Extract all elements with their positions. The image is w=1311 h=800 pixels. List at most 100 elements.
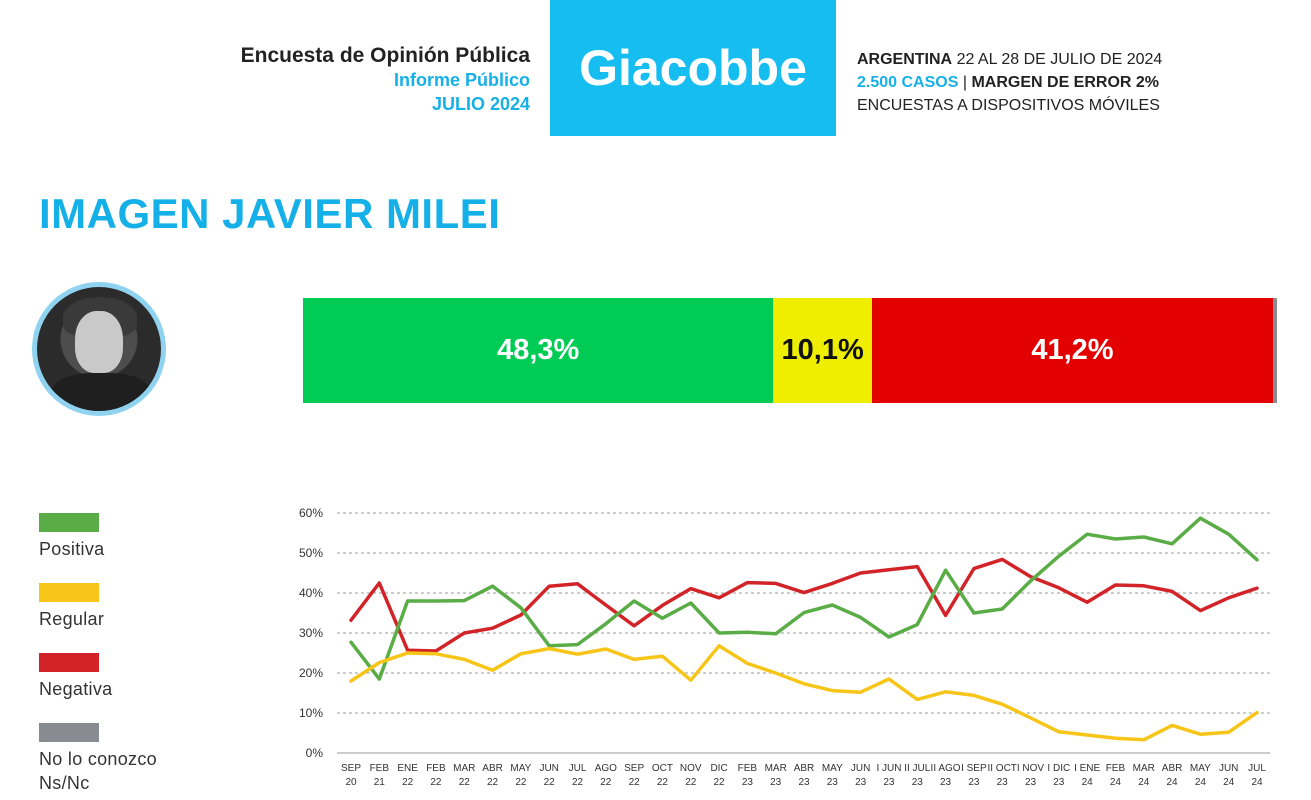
x-tick-label: SEP [624, 763, 644, 774]
margin-of-error: MARGEN DE ERROR 2% [971, 74, 1160, 91]
x-tick-label: I JUN [876, 763, 901, 774]
x-tick-label: 21 [374, 777, 386, 788]
x-tick-label: 23 [855, 777, 867, 788]
y-tick-label: 30% [299, 626, 323, 640]
x-tick-label: AGO [595, 763, 617, 774]
ns-segment [1273, 298, 1277, 403]
series-line-positiva [349, 516, 1259, 681]
x-tick-label: 22 [487, 777, 499, 788]
x-tick-label: 23 [912, 777, 924, 788]
country: ARGENTINA [857, 51, 953, 68]
x-tick-label: 23 [940, 777, 952, 788]
survey-sample: 2.500 CASOS | MARGEN DE ERROR 2% [857, 71, 1162, 94]
x-tick-label: II OCT [987, 763, 1016, 774]
x-tick-label: 24 [1110, 777, 1122, 788]
x-tick-label: FEB [1106, 763, 1126, 774]
x-tick-label: 23 [770, 777, 782, 788]
legend-swatch [39, 583, 99, 602]
x-tick-label: 22 [515, 777, 527, 788]
x-tick-label: JUL [1248, 763, 1266, 774]
x-tick-label: 24 [1167, 777, 1179, 788]
cases: 2.500 CASOS [857, 74, 959, 91]
x-tick-label: MAY [510, 763, 531, 774]
report-date: JULIO 2024 [431, 94, 530, 114]
x-tick-label: SEP [341, 763, 361, 774]
x-tick-label: 24 [1223, 777, 1235, 788]
x-tick-label: FEB [426, 763, 446, 774]
x-tick-label: JUL [569, 763, 587, 774]
brand-logo: Giacobbe [550, 0, 836, 136]
x-tick-label: MAR [453, 763, 475, 774]
survey-dates: 22 AL 28 DE JULIO DE 2024 [956, 51, 1163, 68]
x-tick-label: 20 [345, 777, 357, 788]
header-left: Encuesta de Opinión Pública Informe Públ… [150, 44, 530, 116]
y-tick-label: 20% [299, 666, 323, 680]
survey-method: ENCUESTAS A DISPOSITIVOS MÓVILES [857, 97, 1160, 114]
avatar-suit [51, 373, 151, 411]
report-type: Informe Público [393, 70, 530, 90]
x-tick-label: 23 [1053, 777, 1065, 788]
x-tick-label: FEB [370, 763, 390, 774]
y-tick-label: 50% [299, 546, 323, 560]
x-tick-label: JUN [851, 763, 870, 774]
brand-name: Giacobbe [579, 40, 807, 96]
y-tick-label: 60% [299, 506, 323, 520]
x-tick-label: 23 [968, 777, 980, 788]
x-tick-label: 24 [1251, 777, 1263, 788]
positiva-segment: 48,3% [303, 298, 774, 403]
y-tick-label: 0% [306, 746, 324, 760]
x-tick-label: NOV [680, 763, 702, 774]
x-tick-label: 22 [600, 777, 612, 788]
avatar [32, 282, 166, 416]
legend-item: Regular [39, 583, 239, 631]
header-right: ARGENTINA 22 AL 28 DE JULIO DE 2024 2.50… [857, 48, 1162, 117]
survey-title: Encuesta de Opinión Pública [240, 44, 530, 67]
line-chart: 0% 10% 20% 30% 40% 50% 60% SEP 20 FEB 21 ENE 22 FEB 22… [299, 506, 1270, 788]
x-tick-label: II AGO [931, 763, 961, 774]
x-tick-label: MAY [1190, 763, 1211, 774]
x-tick-label: JUN [1219, 763, 1238, 774]
regular-segment: 10,1% [773, 298, 872, 403]
x-tick-label: 22 [629, 777, 641, 788]
avatar-face [75, 311, 123, 373]
x-tick-label: 23 [742, 777, 754, 788]
legend-item: Negativa [39, 653, 239, 701]
y-tick-label: 10% [299, 706, 323, 720]
x-tick-label: I DIC [1047, 763, 1070, 774]
x-tick-label: ABR [1162, 763, 1183, 774]
x-tick-label: MAY [822, 763, 843, 774]
x-tick-label: 22 [544, 777, 556, 788]
x-tick-label: 22 [685, 777, 697, 788]
x-tick-label: OCT [652, 763, 673, 774]
x-tick-label: 22 [657, 777, 669, 788]
x-tick-label: 23 [883, 777, 895, 788]
x-tick-label: FEB [738, 763, 758, 774]
survey-location-dates: ARGENTINA 22 AL 28 DE JULIO DE 2024 [857, 48, 1162, 71]
x-tick-label: 23 [798, 777, 810, 788]
legend-label: No lo conozco Ns/Nc [39, 749, 157, 793]
x-tick-label: 22 [572, 777, 584, 788]
series-line-regular [349, 644, 1259, 742]
legend-swatch [39, 513, 99, 532]
x-tick-label: 22 [402, 777, 414, 788]
legend-item: No lo conozco Ns/Nc [39, 723, 239, 795]
x-tick-label: 23 [1025, 777, 1037, 788]
legend-item: Positiva [39, 513, 239, 561]
x-tick-label: ABR [482, 763, 503, 774]
x-tick-label: 22 [459, 777, 471, 788]
legend-label: Regular [39, 609, 105, 629]
x-tick-label: MAR [765, 763, 787, 774]
x-tick-label: 24 [1195, 777, 1207, 788]
x-tick-label: 24 [1082, 777, 1094, 788]
x-tick-label: I ENE [1074, 763, 1100, 774]
x-tick-label: 22 [714, 777, 726, 788]
separator: | [962, 74, 967, 91]
x-tick-label: I NOV [1017, 763, 1045, 774]
page-title: IMAGEN JAVIER MILEI [39, 190, 501, 237]
x-tick-label: MAR [1133, 763, 1155, 774]
negativa-segment: 41,2% [871, 298, 1274, 403]
x-tick-label: I SEP [961, 763, 987, 774]
legend-swatch [39, 653, 99, 672]
x-tick-label: 22 [430, 777, 442, 788]
y-tick-label: 40% [299, 586, 323, 600]
